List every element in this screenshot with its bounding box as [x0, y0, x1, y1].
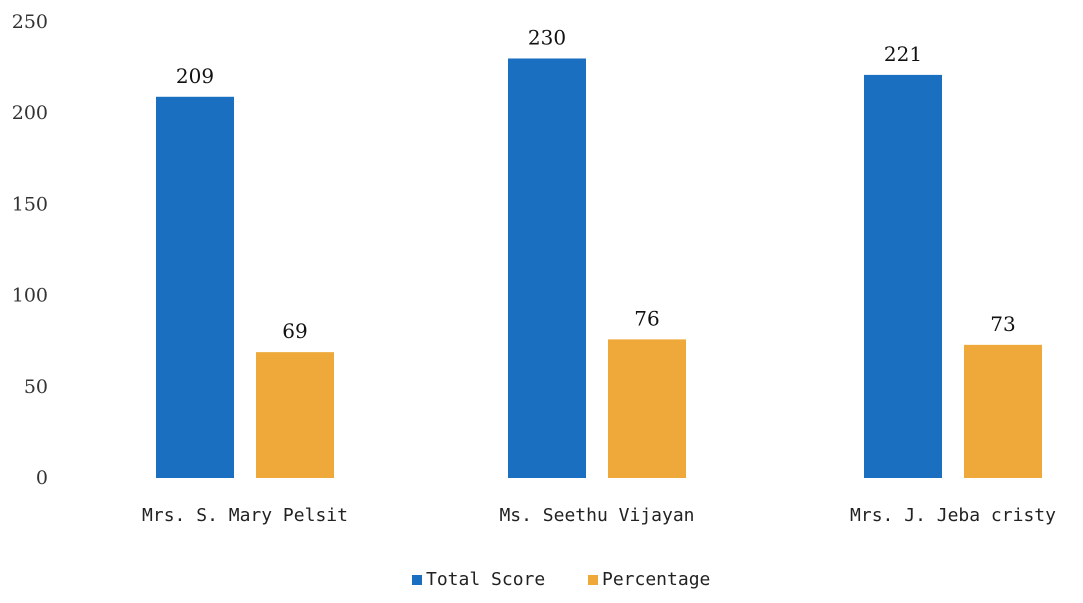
bar-total-score [864, 74, 942, 479]
y-tick-label: 250 [12, 11, 48, 33]
legend-swatch [588, 575, 598, 585]
y-tick-label: 50 [24, 376, 48, 398]
data-label: 73 [990, 312, 1015, 336]
legend-label: Percentage [602, 569, 710, 590]
y-tick-label: 100 [12, 285, 48, 307]
legend-label: Total Score [426, 569, 545, 590]
category-label: Mrs. J. Jeba cristy [850, 505, 1056, 526]
data-labels: 209 69 230 76 221 73 [176, 25, 1016, 343]
legend: Total Score Percentage [412, 569, 710, 590]
y-tick-label: 200 [12, 102, 48, 124]
category-label: Mrs. S. Mary Pelsit [142, 505, 348, 526]
y-tick-label: 150 [12, 193, 48, 215]
y-axis: 0 50 100 150 200 250 [12, 11, 48, 489]
data-label: 230 [528, 25, 566, 49]
data-label: 221 [884, 42, 922, 66]
data-label: 76 [634, 306, 659, 330]
bar-total-score [156, 96, 234, 478]
bar-percentage [964, 344, 1042, 478]
legend-swatch [412, 575, 422, 585]
category-label: Ms. Seethu Vijayan [499, 505, 694, 526]
y-tick-label: 0 [36, 467, 48, 489]
bars [156, 58, 1042, 479]
bar-percentage [256, 352, 334, 478]
category-labels: Mrs. S. Mary Pelsit Ms. Seethu Vijayan Mrs… [142, 505, 1056, 526]
data-label: 209 [176, 64, 214, 88]
bar-total-score [508, 58, 586, 478]
bar-percentage [608, 339, 686, 478]
data-label: 69 [282, 319, 307, 343]
